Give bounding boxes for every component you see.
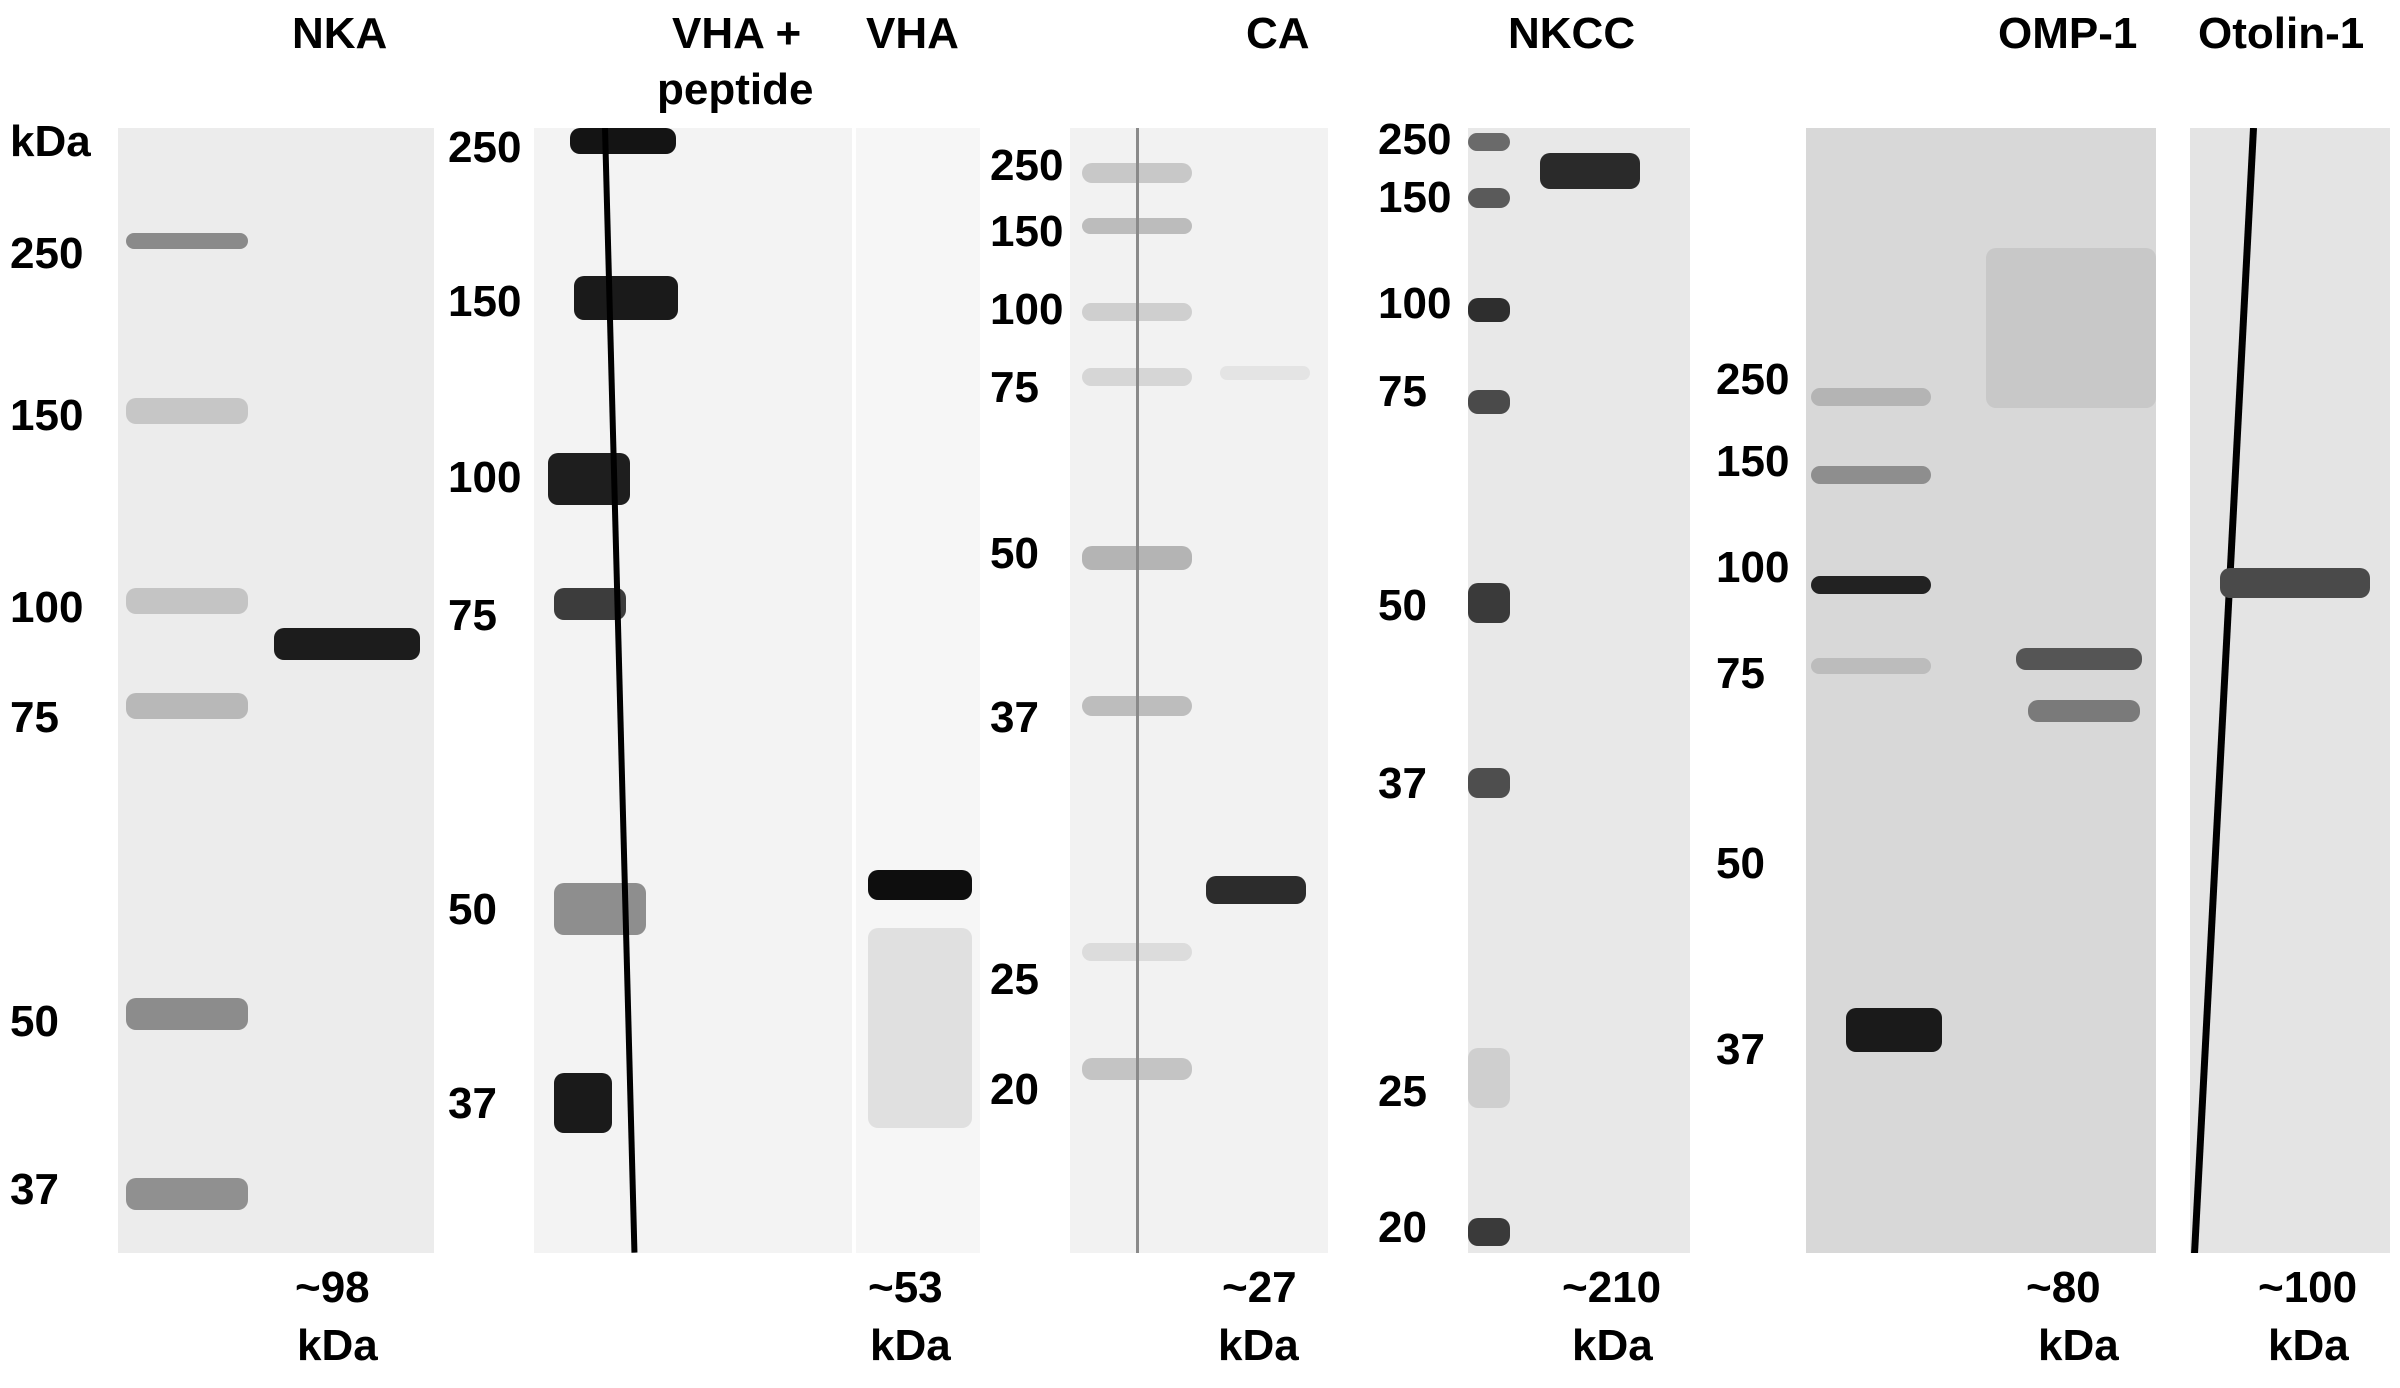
omp1-ladder-band-100: [1811, 576, 1931, 594]
nkcc-sample-band: [1540, 153, 1640, 189]
vha-peptide-ladder-label-250: 250: [448, 123, 522, 172]
omp1-ladder-label-50: 50: [1716, 839, 1765, 888]
nka-ladder-label-37: 37: [10, 1165, 59, 1214]
omp1-ladder-label-150: 150: [1716, 437, 1790, 486]
nkcc-ladder-label-37: 37: [1378, 759, 1427, 808]
nkcc-ladder-label-50: 50: [1378, 581, 1427, 630]
nkcc-size-line1: ~210: [1562, 1263, 1662, 1312]
omp1-ladder-label-100: 100: [1716, 543, 1790, 592]
ca-title: CA: [1246, 9, 1310, 58]
vha-smear: [868, 928, 972, 1128]
nkcc-ladder-label-150: 150: [1378, 173, 1452, 222]
omp1-size-line1: ~80: [2026, 1263, 2101, 1312]
nka-ladder-label-50: 50: [10, 997, 59, 1046]
nka-ladder-band-100: [126, 588, 248, 614]
omp1-ladder-label-250: 250: [1716, 355, 1790, 404]
vha-peptide-ladder-label-50: 50: [448, 885, 497, 934]
nka-ladder-label-150: 150: [10, 391, 84, 440]
nka-sample-band: [274, 628, 420, 660]
vha-peptide-ladder-label-100: 100: [448, 453, 522, 502]
vha-peptide-ladder-label-75: 75: [448, 591, 497, 640]
omp1-ladder-band-250: [1811, 388, 1931, 406]
nka-title: NKA: [292, 9, 388, 58]
nkcc-ladder-label-250: 250: [1378, 115, 1452, 164]
omp1-ladder-band-37: [1846, 1008, 1942, 1052]
nkcc-ladder-band-37: [1468, 768, 1510, 798]
nkcc-ladder-band-50: [1468, 583, 1510, 623]
ca-ladder-label-20: 20: [990, 1065, 1039, 1114]
nkcc-size-line2: kDa: [1572, 1321, 1653, 1370]
nkcc-ladder-band-25: [1468, 1048, 1510, 1108]
otolin1-blot-panel: [2190, 128, 2390, 1253]
vha-peptide-title-line2: peptide: [657, 65, 814, 114]
omp1-ladder-label-37: 37: [1716, 1025, 1765, 1074]
kda-unit-label: kDa: [10, 117, 91, 166]
nkcc-ladder-band-100: [1468, 298, 1510, 322]
omp1-blot-panel: [1806, 128, 2156, 1253]
otolin1-crack-line: [2190, 128, 2257, 1253]
nka-size-line2: kDa: [297, 1321, 378, 1370]
nkcc-ladder-band-250: [1468, 133, 1510, 151]
nkcc-ladder-label-75: 75: [1378, 367, 1427, 416]
nka-ladder-band-75: [126, 693, 248, 719]
vha-peptide-ladder-band-250: [570, 128, 676, 154]
nkcc-ladder-band-150: [1468, 188, 1510, 208]
vha-sample-band: [868, 870, 972, 900]
ca-ladder-label-100: 100: [990, 285, 1064, 334]
nka-ladder-label-250: 250: [10, 229, 84, 278]
vha-peptide-blot-panel: [534, 128, 852, 1253]
nka-ladder-band-250: [126, 233, 248, 249]
nkcc-blot-panel: [1468, 128, 1690, 1253]
otolin1-title: Otolin-1: [2198, 9, 2365, 58]
ca-size-line1: ~27: [1222, 1263, 1297, 1312]
ca-blot-panel: [1070, 128, 1328, 1253]
vha-peptide-title-line1: VHA +: [672, 9, 802, 58]
nkcc-ladder-label-20: 20: [1378, 1203, 1427, 1252]
nka-blot-panel: [118, 128, 434, 1253]
nka-ladder-band-50: [126, 998, 248, 1030]
ca-ladder-label-37: 37: [990, 693, 1039, 742]
otolin1-size-line2: kDa: [2268, 1321, 2349, 1370]
ca-ladder-label-25: 25: [990, 955, 1039, 1004]
nkcc-title: NKCC: [1508, 9, 1636, 58]
ca-ladder-label-150: 150: [990, 207, 1064, 256]
omp1-title: OMP-1: [1998, 9, 2138, 58]
ca-ladder-label-250: 250: [990, 141, 1064, 190]
nkcc-ladder-band-75: [1468, 390, 1510, 414]
nkcc-ladder-label-100: 100: [1378, 279, 1452, 328]
omp1-ladder-band-75: [1811, 658, 1931, 674]
omp1-size-line2: kDa: [2038, 1321, 2119, 1370]
otolin1-size-line1: ~100: [2258, 1263, 2358, 1312]
vha-blot-panel: [856, 128, 980, 1253]
vha-size-line1: ~53: [868, 1263, 943, 1312]
vha-size-line2: kDa: [870, 1321, 951, 1370]
nkcc-ladder-band-20: [1468, 1218, 1510, 1246]
nka-ladder-label-75: 75: [10, 693, 59, 742]
nka-ladder-band-150: [126, 398, 248, 424]
nka-size-line1: ~98: [295, 1263, 370, 1312]
vha-title: VHA: [866, 9, 959, 58]
ca-sample-band: [1206, 876, 1306, 904]
nkcc-ladder-label-25: 25: [1378, 1067, 1427, 1116]
vha-peptide-ladder-band-50: [554, 883, 646, 935]
otolin1-sample-band: [2220, 568, 2370, 598]
omp1-smear: [1986, 248, 2156, 408]
omp1-ladder-label-75: 75: [1716, 649, 1765, 698]
omp1-sample-band-70: [2028, 700, 2140, 722]
omp1-ladder-band-150: [1811, 466, 1931, 484]
vha-peptide-ladder-band-150: [574, 276, 678, 320]
ca-size-line2: kDa: [1218, 1321, 1299, 1370]
nka-ladder-band-37: [126, 1178, 248, 1210]
omp1-sample-band-80: [2016, 648, 2142, 670]
ca-ladder-label-75: 75: [990, 363, 1039, 412]
vha-peptide-ladder-band-37: [554, 1073, 612, 1133]
nka-ladder-label-100: 100: [10, 583, 84, 632]
ca-crack-line: [1136, 128, 1139, 1253]
vha-peptide-ladder-label-150: 150: [448, 277, 522, 326]
vha-peptide-ladder-label-37: 37: [448, 1079, 497, 1128]
ca-faint-band: [1220, 366, 1310, 380]
ca-ladder-label-50: 50: [990, 529, 1039, 578]
